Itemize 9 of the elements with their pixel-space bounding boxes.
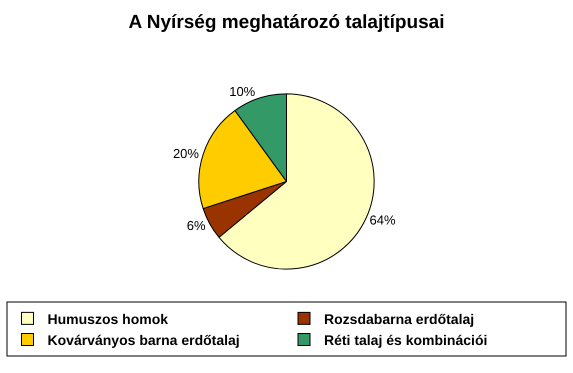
legend-label: Rozsdabarna erdőtalaj — [324, 310, 474, 327]
data-label: 64% — [370, 212, 396, 228]
chart-title: A Nyírség meghatározó talajtípusai — [128, 12, 445, 34]
data-label: 20% — [172, 146, 200, 162]
legend-label: Réti talaj és kombinációi — [324, 332, 488, 348]
legend-label: Kovárványos barna erdőtalaj — [48, 332, 240, 348]
legend-label: Humuszos homok — [48, 310, 168, 327]
data-label: 10% — [229, 84, 256, 99]
data-label: 6% — [186, 218, 206, 233]
